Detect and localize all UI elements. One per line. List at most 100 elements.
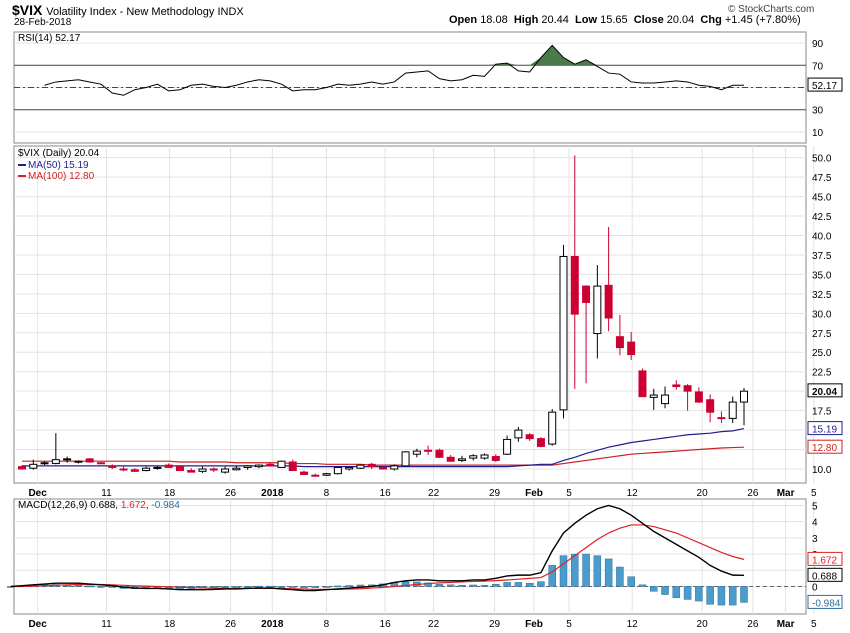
candle-body (469, 455, 478, 459)
candle-body (254, 464, 263, 468)
price-y-tick-label: 10.0 (812, 465, 832, 476)
rsi-value-label: 52.17 (812, 81, 837, 92)
candle-body (424, 449, 433, 452)
macd-histogram-bar (243, 586, 252, 588)
price-y-tick-label: 40.0 (812, 232, 832, 243)
macd-signal-value-tag: 1.672 (812, 555, 837, 566)
macd-histogram-bar (311, 586, 320, 588)
candle-body (345, 466, 354, 470)
macd-histogram-bar (108, 586, 116, 588)
candle-body (491, 456, 500, 461)
candle-body (18, 466, 26, 470)
low-label: Low (575, 14, 598, 26)
candle-body (627, 341, 636, 356)
macd-histogram-bar (446, 584, 455, 587)
candle-body (514, 429, 523, 439)
price-legend: $VIX (Daily) 20.04 (18, 148, 100, 159)
rsi-overbought-fill (529, 45, 598, 66)
rsi-value-box (807, 77, 843, 92)
price-x-tick-label: 26 (225, 488, 237, 499)
candle-body (728, 401, 737, 419)
chg-value: +1.45 (+7.80%) (724, 14, 801, 26)
macd-histogram-bar (593, 555, 602, 587)
macd-histogram-bar (300, 586, 308, 589)
candle-body (356, 464, 365, 469)
macd-x-tick-label: 22 (428, 619, 440, 630)
candle-body (548, 411, 557, 445)
candle-body (198, 468, 207, 472)
macd-x-tick-label: 5 (811, 619, 817, 630)
candle-body (277, 460, 286, 468)
candle-body (446, 456, 455, 462)
price-x-tick-label: 16 (380, 488, 392, 499)
macd-histogram-bar (717, 586, 726, 606)
rsi-y-tick-label: 70 (812, 61, 824, 72)
candle-body (288, 461, 297, 472)
price-x-tick-label: Dec (28, 488, 47, 499)
candle-body (311, 474, 320, 477)
macd-histogram-bar (571, 553, 579, 587)
ma50-legend: MA(50) 15.19 (28, 160, 89, 171)
candle-body (683, 385, 692, 392)
candle-body (593, 285, 602, 335)
candle-body (457, 458, 466, 461)
macd-histogram-bar (266, 585, 274, 588)
price-y-tick-label: 17.5 (812, 407, 832, 418)
macd-histogram-bar (706, 586, 714, 605)
macd-histogram-bar (356, 584, 365, 587)
candle-body (480, 454, 489, 459)
macd-histogram-bar (627, 576, 635, 587)
macd-histogram-bar (683, 586, 692, 600)
macd-histogram-bar (492, 583, 500, 587)
symbol: $VIX (12, 2, 43, 18)
candle-body (63, 458, 72, 461)
macd-histogram-bar (559, 555, 568, 587)
macd-histogram-bar (255, 585, 263, 588)
price-x-tick-label: 12 (627, 488, 639, 499)
price-x-tick-label: 26 (747, 488, 759, 499)
chart-date: 28-Feb-2018 (14, 17, 72, 28)
macd-value-tag-box (807, 567, 843, 582)
macd-panel-frame (13, 498, 807, 615)
macd-legend-hist: -0.984 (151, 500, 180, 511)
macd-legend: MACD(12,26,9) 0.688, 1.672, -0.984 (18, 500, 180, 511)
candle-body (29, 463, 38, 469)
macd-histogram-bar (638, 584, 647, 587)
candle-body (232, 467, 241, 471)
candle-body (96, 462, 105, 465)
macd-histogram-bar (503, 582, 511, 587)
price-x-tick-label: 5 (811, 488, 817, 499)
candle-body (661, 394, 670, 405)
low-value: 15.65 (600, 14, 628, 26)
price-x-tick-label: 22 (428, 488, 440, 499)
macd-histogram-bar (221, 586, 229, 588)
macd-histogram-bar (277, 586, 286, 588)
price-y-tick-label: 32.5 (812, 290, 832, 301)
price-x-tick-label: 18 (164, 488, 176, 499)
candle-body (615, 336, 624, 349)
macd-x-tick-label: Dec (28, 619, 47, 630)
macd-histogram-bar (85, 585, 94, 588)
ma100-line (22, 446, 745, 466)
chart-title: $VIX Volatility Index - New Methodology … (12, 2, 244, 18)
macd-x-tick-label: Mar (777, 619, 795, 630)
macd-histogram-bar (672, 586, 681, 599)
macd-y-tick-label: 4 (812, 518, 818, 529)
macd-legend-prefix: MACD(12,26,9) (18, 500, 90, 511)
high-value: 20.44 (541, 14, 569, 26)
rsi-y-tick-label: 30 (812, 106, 824, 117)
candle-body (435, 449, 444, 458)
price-x-tick-label: Feb (525, 488, 543, 499)
candle-body (108, 465, 117, 468)
macd-line (10, 504, 745, 592)
macd-histogram-bar (740, 586, 748, 603)
candle-body (412, 450, 421, 455)
candle-body (142, 467, 151, 472)
candle-body (153, 466, 162, 469)
macd-histogram-bar (514, 582, 523, 587)
candle-body (559, 256, 568, 411)
price-y-tick-label: 30.0 (812, 309, 832, 320)
price-x-tick-label: 11 (101, 488, 112, 499)
candle-body (333, 466, 342, 475)
